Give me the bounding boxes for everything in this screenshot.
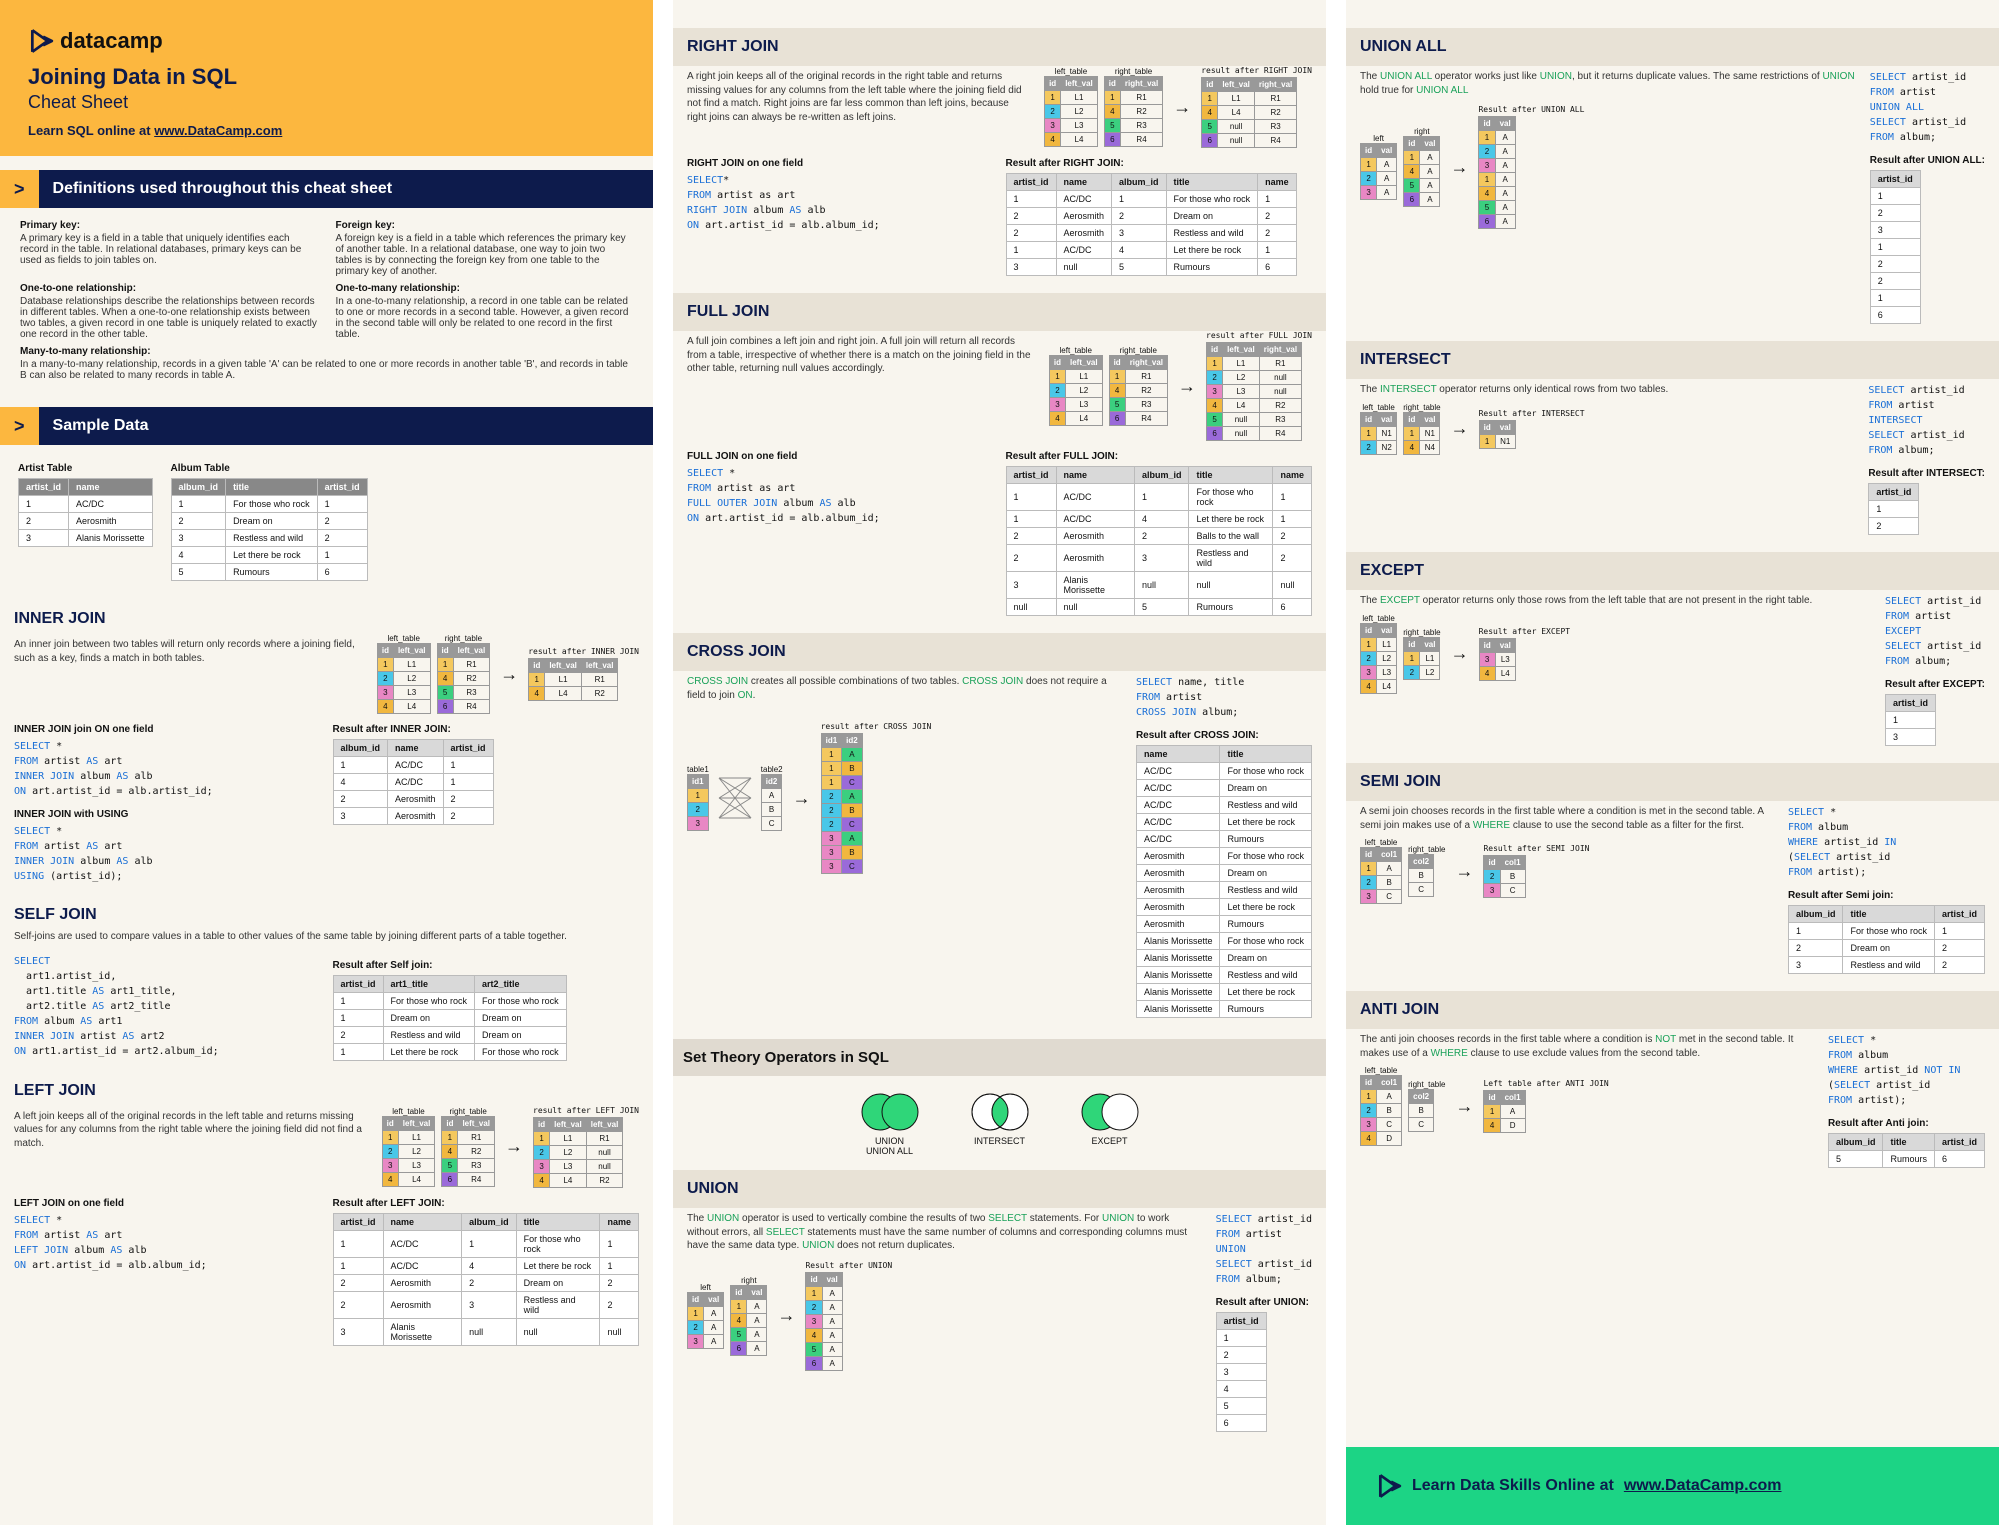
anti-res-h: Result after Anti join: xyxy=(1828,1118,1985,1129)
left-join-heading: LEFT JOIN xyxy=(14,1082,639,1100)
inner-result-table: album_idnameartist_id1AC/DC14AC/DC12Aero… xyxy=(333,739,494,825)
left-join-diagram: left_tableidleft_val1L12L23L34L4right_ta… xyxy=(382,1106,639,1188)
header-panel: datacamp Joining Data in SQL Cheat Sheet… xyxy=(0,0,653,156)
full-res-h: Result after FULL JOIN: xyxy=(1006,451,1313,462)
except-desc: The EXCEPT operator returns only those r… xyxy=(1360,594,1871,608)
definitions-grid: Primary key:A primary key is a field in … xyxy=(14,208,639,393)
left-result-table: artist_idnamealbum_idtitlename1AC/DC1For… xyxy=(333,1213,640,1346)
intersect-diagram: left_tableidval1N12N2right_tableidval1N1… xyxy=(1360,403,1854,455)
semi-res-h: Result after Semi join: xyxy=(1788,890,1985,901)
album-table-title: Album Table xyxy=(171,463,368,474)
cross-code: SELECT name, titleFROM artistCROSS JOIN … xyxy=(1136,675,1312,720)
full-cap: FULL JOIN on one field xyxy=(687,451,994,462)
cross-join-diagram: table1id1123table2id2ABC→result after CR… xyxy=(687,722,1122,874)
left-join-desc: A left join keeps all of the original re… xyxy=(14,1110,368,1151)
union-desc: The UNION operator is used to vertically… xyxy=(687,1212,1202,1253)
union-heading: UNION xyxy=(687,1180,1312,1198)
cross-res-h: Result after CROSS JOIN: xyxy=(1136,730,1312,741)
right-join-diagram: left_tableidleft_val1L12L23L34L4right_ta… xyxy=(1044,66,1312,148)
except-res-h: Result after EXCEPT: xyxy=(1885,679,1985,690)
semi-result-table: album_idtitleartist_id1For those who roc… xyxy=(1788,905,1985,974)
inner-join-heading: INNER JOIN xyxy=(14,610,639,628)
unionall-desc: The UNION ALL operator works just like U… xyxy=(1360,70,1856,97)
self-result-table: artist_idart1_titleart2_title1For those … xyxy=(333,975,567,1061)
right-res-h: Result after RIGHT JOIN: xyxy=(1006,158,1313,169)
unionall-diagram: leftidval1A2A3Arightidval1A4A5A6A→Result… xyxy=(1360,105,1856,229)
logo-icon xyxy=(28,28,54,54)
subtitle: Cheat Sheet xyxy=(28,92,625,113)
brand-logo: datacamp xyxy=(28,28,625,54)
sample-data-header: >Sample Data xyxy=(0,407,653,445)
anti-desc: The anti join chooses records in the fir… xyxy=(1360,1033,1814,1060)
self-res-h: Result after Self join: xyxy=(333,960,640,971)
anti-diagram: left_tableidcol11A2B3C4Dright_tablecol2B… xyxy=(1360,1066,1814,1146)
anti-result-table: album_idtitleartist_id5Rumours6 xyxy=(1828,1133,1985,1168)
unionall-res-h: Result after UNION ALL: xyxy=(1870,155,1985,166)
venn-union-icon xyxy=(855,1090,925,1134)
main-title: Joining Data in SQL xyxy=(28,64,625,90)
anti-join-heading: ANTI JOIN xyxy=(1360,1001,1985,1019)
inner-code1: SELECT *FROM artist AS artINNER JOIN alb… xyxy=(14,739,321,799)
self-code: SELECT art1.artist_id, art1.title AS art… xyxy=(14,954,321,1059)
semi-code: SELECT *FROM albumWHERE artist_id IN(SEL… xyxy=(1788,805,1985,880)
inner-join-desc: An inner join between two tables will re… xyxy=(14,638,363,665)
unionall-result-table: artist_id12312216 xyxy=(1870,170,1921,324)
intersect-res-h: Result after INTERSECT: xyxy=(1868,468,1985,479)
cross-join-heading: CROSS JOIN xyxy=(687,643,1312,661)
intersect-heading: INTERSECT xyxy=(1360,351,1985,369)
except-heading: EXCEPT xyxy=(1360,562,1985,580)
inner-res-h: Result after INNER JOIN: xyxy=(333,724,640,735)
semi-desc: A semi join chooses records in the first… xyxy=(1360,805,1774,832)
intersect-result-table: artist_id12 xyxy=(1868,483,1919,535)
self-join-heading: SELF JOIN xyxy=(14,906,639,924)
full-join-heading: FULL JOIN xyxy=(687,303,1312,321)
union-code: SELECT artist_idFROM artistUNIONSELECT a… xyxy=(1216,1212,1312,1287)
except-diagram: left_tableidval1L12L23L34L4right_tableid… xyxy=(1360,614,1871,694)
cross-join-desc: CROSS JOIN creates all possible combinat… xyxy=(687,675,1122,702)
full-join-desc: A full join combines a left join and rig… xyxy=(687,335,1035,376)
artist-table: artist_idname1AC/DC2Aerosmith3Alanis Mor… xyxy=(18,478,153,547)
venn-except-icon xyxy=(1075,1090,1145,1134)
semi-join-heading: SEMI JOIN xyxy=(1360,773,1985,791)
inner-join-diagram: left_tableidleft_val1L12L23L34L4right_ta… xyxy=(377,634,639,714)
right-code: SELECT*FROM artist as artRIGHT JOIN albu… xyxy=(687,173,994,233)
anti-code: SELECT *FROM albumWHERE artist_id NOT IN… xyxy=(1828,1033,1985,1108)
full-join-diagram: left_tableidleft_val1L12L23L34L4right_ta… xyxy=(1049,331,1312,441)
footer-banner[interactable]: Learn Data Skills Online at www.DataCamp… xyxy=(1346,1447,1999,1525)
album-table: album_idtitleartist_id1For those who roc… xyxy=(171,478,368,581)
unionall-code: SELECT artist_idFROM artistUNION ALLSELE… xyxy=(1870,70,1985,145)
union-res-h: Result after UNION: xyxy=(1216,1297,1312,1308)
except-result-table: artist_id13 xyxy=(1885,694,1936,746)
venn-intersect-icon xyxy=(965,1090,1035,1134)
right-join-desc: A right join keeps all of the original r… xyxy=(687,70,1030,124)
right-join-heading: RIGHT JOIN xyxy=(687,38,1312,56)
cross-result-table: nametitleAC/DCFor those who rockAC/DCDre… xyxy=(1136,745,1312,1018)
left-code: SELECT *FROM artist AS artLEFT JOIN albu… xyxy=(14,1213,321,1273)
right-cap: RIGHT JOIN on one field xyxy=(687,158,994,169)
footer-logo-icon xyxy=(1376,1473,1402,1499)
venn-diagrams: UNIONUNION ALL INTERSECT EXCEPT xyxy=(687,1090,1312,1156)
learn-link[interactable]: Learn SQL online at www.DataCamp.com xyxy=(28,123,625,138)
right-result-table: artist_idnamealbum_idtitlename1AC/DC1For… xyxy=(1006,173,1297,276)
left-res-h: Result after LEFT JOIN: xyxy=(333,1198,640,1209)
intersect-code: SELECT artist_idFROM artistINTERSECTSELE… xyxy=(1868,383,1985,458)
left-cap: LEFT JOIN on one field xyxy=(14,1198,321,1209)
artist-table-title: Artist Table xyxy=(18,463,153,474)
except-code: SELECT artist_idFROM artistEXCEPTSELECT … xyxy=(1885,594,1985,669)
inner-cap2: INNER JOIN with USING xyxy=(14,809,321,820)
set-theory-header: Set Theory Operators in SQL xyxy=(673,1039,1326,1076)
inner-cap1: INNER JOIN join ON one field xyxy=(14,724,321,735)
self-join-desc: Self-joins are used to compare values in… xyxy=(14,930,639,944)
intersect-desc: The INTERSECT operator returns only iden… xyxy=(1360,383,1854,397)
inner-code2: SELECT *FROM artist AS artINNER JOIN alb… xyxy=(14,824,321,884)
full-result-table: artist_idnamealbum_idtitlename1AC/DC1For… xyxy=(1006,466,1313,616)
definitions-header: >Definitions used throughout this cheat … xyxy=(0,170,653,208)
unionall-heading: UNION ALL xyxy=(1360,38,1985,56)
union-diagram: leftidval1A2A3Arightidval1A4A5A6A→Result… xyxy=(687,1261,1202,1371)
full-code: SELECT *FROM artist as artFULL OUTER JOI… xyxy=(687,466,994,526)
semi-diagram: left_tableidcol11A2B3Cright_tablecol2BC→… xyxy=(1360,838,1774,904)
union-result-table: artist_id123456 xyxy=(1216,1312,1267,1432)
